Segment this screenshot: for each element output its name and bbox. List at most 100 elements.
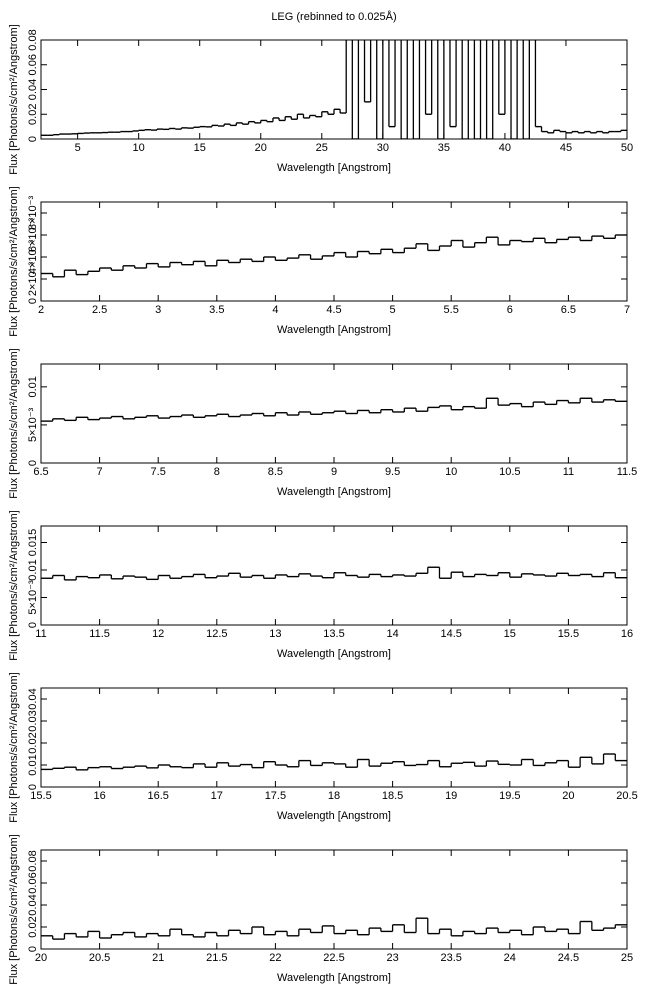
x-tick-label: 45 bbox=[560, 142, 572, 154]
plot-frame bbox=[40, 201, 628, 302]
x-tick-label: 10 bbox=[133, 142, 145, 154]
x-tick-label: 23 bbox=[386, 952, 398, 964]
y-tick-label: 0.015 bbox=[27, 529, 39, 557]
x-tick-label: 18 bbox=[328, 790, 340, 802]
plot-frame bbox=[40, 39, 628, 140]
data-series bbox=[41, 234, 627, 278]
plot-frame bbox=[40, 687, 628, 788]
data-series bbox=[41, 397, 627, 422]
x-tick-label: 11.5 bbox=[89, 628, 110, 640]
x-tick-label: 7 bbox=[97, 466, 103, 478]
x-tick-label: 3.5 bbox=[209, 304, 224, 316]
panel: 2 2.5 3 3.5 4 4.5 5 5.5 6 6.5 7 02×10⁻³4×10⁻³6×10⁻³… bbox=[8, 186, 630, 336]
y-tick-label: 5×10⁻³ bbox=[27, 407, 39, 442]
x-tick-label: 6.5 bbox=[561, 304, 576, 316]
y-tick-label: 0 bbox=[27, 136, 39, 142]
x-tick-label: 4 bbox=[272, 304, 278, 316]
x-tick-label: 9.5 bbox=[385, 466, 400, 478]
x-tick-label: 5 bbox=[390, 304, 396, 316]
x-tick-label: 20 bbox=[255, 142, 267, 154]
panel: 15.5 16 16.5 17 17.5 18 18.5 19 19.5 20 20.500.010… bbox=[8, 672, 638, 822]
y-tick-label: 0.01 bbox=[27, 559, 39, 580]
y-tick-label: 0.04 bbox=[27, 79, 39, 100]
y-tick-label: 0.08 bbox=[27, 29, 39, 50]
panel: 20 20.5 21 21.5 22 22.5 23 23.5 24 24.5 2500.020.0… bbox=[8, 834, 633, 984]
x-tick-label: 5 bbox=[75, 142, 81, 154]
y-tick-label: 0.02 bbox=[27, 104, 39, 125]
x-tick-label: 19.5 bbox=[499, 790, 520, 802]
x-tick-label: 15 bbox=[504, 628, 516, 640]
y-tick-label: 0 bbox=[27, 298, 39, 304]
x-tick-label: 6.5 bbox=[33, 466, 48, 478]
x-tick-label: 25 bbox=[316, 142, 328, 154]
y-axis-label: Flux [Photons/s/cm²/Angstrom] bbox=[8, 834, 20, 984]
x-tick-label: 15.5 bbox=[558, 628, 579, 640]
y-tick-label: 4×10⁻³ bbox=[27, 240, 39, 275]
x-tick-label: 4.5 bbox=[326, 304, 341, 316]
x-tick-label: 22 bbox=[269, 952, 281, 964]
x-tick-label: 11 bbox=[563, 466, 574, 478]
x-axis-label: Wavelength [Angstrom] bbox=[277, 810, 391, 822]
x-tick-label: 2.5 bbox=[92, 304, 107, 316]
x-tick-label: 6 bbox=[507, 304, 513, 316]
y-tick-label: 0 bbox=[27, 784, 39, 790]
y-tick-label: 0.08 bbox=[27, 850, 39, 871]
x-tick-label: 2 bbox=[38, 304, 44, 316]
x-tick-label: 17 bbox=[211, 790, 223, 802]
x-tick-label: 25 bbox=[621, 952, 633, 964]
panel: 11 11.5 12 12.5 13 13.5 14 14.5 15 15.5 1605×10⁻³0… bbox=[8, 510, 633, 660]
x-tick-label: 16 bbox=[93, 790, 105, 802]
data-series bbox=[41, 40, 627, 139]
y-axis-label: Flux [Photons/s/cm²/Angstrom] bbox=[8, 24, 20, 174]
y-tick-label: 0.06 bbox=[27, 872, 39, 893]
chart-title: LEG (rebinned to 0.025Å) bbox=[271, 10, 396, 23]
panel: 6.5 7 7.5 8 8.5 9 9.5 10 10.5 11 11.5 0 5×10⁻³ 0.01 Wa… bbox=[8, 348, 637, 498]
x-tick-label: 13 bbox=[269, 628, 281, 640]
y-axis-label: Flux [Photons/s/cm²/Angstrom] bbox=[8, 348, 20, 498]
x-axis-label: Wavelength [Angstrom] bbox=[277, 648, 391, 660]
y-axis-label: Flux [Photons/s/cm²/Angstrom] bbox=[8, 672, 20, 822]
y-tick-label: 0.01 bbox=[27, 754, 39, 775]
x-tick-label: 7 bbox=[624, 304, 630, 316]
x-tick-label: 50 bbox=[621, 142, 633, 154]
y-tick-label: 5×10⁻³ bbox=[27, 580, 39, 615]
x-tick-label: 8.5 bbox=[268, 466, 283, 478]
x-tick-label: 17.5 bbox=[265, 790, 286, 802]
x-tick-label: 20 bbox=[562, 790, 574, 802]
x-tick-label: 18.5 bbox=[382, 790, 403, 802]
x-tick-label: 12.5 bbox=[206, 628, 227, 640]
x-tick-label: 11.5 bbox=[617, 466, 638, 478]
x-tick-label: 20.5 bbox=[616, 790, 637, 802]
plot-frame bbox=[40, 363, 628, 464]
x-tick-label: 12 bbox=[152, 628, 164, 640]
x-tick-label: 21 bbox=[152, 952, 164, 964]
x-tick-label: 14.5 bbox=[440, 628, 461, 640]
y-tick-label: 0.02 bbox=[27, 916, 39, 937]
x-tick-label: 10 bbox=[445, 466, 457, 478]
data-series bbox=[41, 917, 627, 940]
x-tick-label: 9 bbox=[331, 466, 337, 478]
y-tick-label: 0.06 bbox=[27, 54, 39, 75]
y-tick-label: 0.01 bbox=[27, 376, 39, 397]
x-tick-label: 16 bbox=[621, 628, 633, 640]
x-axis-label: Wavelength [Angstrom] bbox=[277, 486, 391, 498]
x-tick-label: 5.5 bbox=[444, 304, 459, 316]
x-tick-label: 14 bbox=[386, 628, 398, 640]
x-axis-label: Wavelength [Angstrom] bbox=[277, 162, 391, 174]
x-tick-label: 15.5 bbox=[30, 790, 51, 802]
x-tick-label: 40 bbox=[499, 142, 511, 154]
x-tick-label: 20.5 bbox=[89, 952, 110, 964]
x-tick-label: 20 bbox=[35, 952, 47, 964]
y-tick-label: 0 bbox=[27, 460, 39, 466]
y-axis-label: Flux [Photons/s/cm²/Angstrom] bbox=[8, 510, 20, 660]
y-tick-label: 2×10⁻³ bbox=[27, 262, 39, 297]
y-tick-label: 0 bbox=[27, 622, 39, 628]
x-tick-label: 10.5 bbox=[499, 466, 520, 478]
x-tick-label: 21.5 bbox=[206, 952, 227, 964]
y-tick-label: 0.04 bbox=[27, 688, 39, 709]
y-tick-label: 6×10⁻³ bbox=[27, 218, 39, 253]
y-tick-label: 8×10⁻³ bbox=[27, 196, 39, 231]
x-tick-label: 16.5 bbox=[147, 790, 168, 802]
y-tick-label: 0 bbox=[27, 946, 39, 952]
